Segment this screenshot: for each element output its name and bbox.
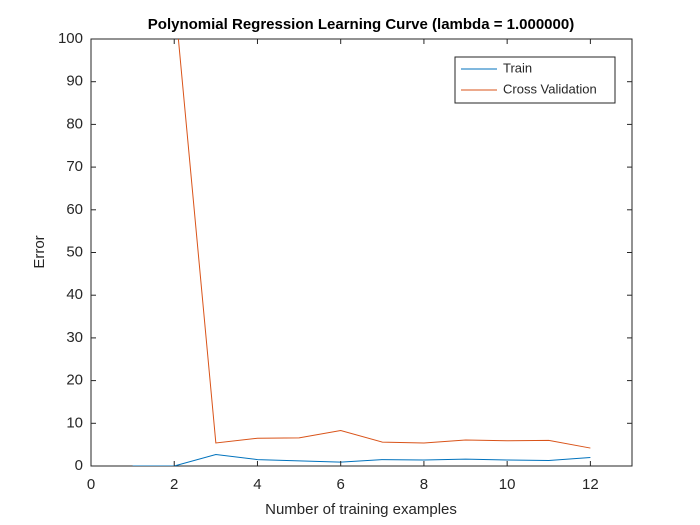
x-tick-label: 2 [170, 476, 178, 493]
x-tick-label: 10 [499, 476, 516, 493]
y-tick-label: 100 [58, 30, 83, 47]
y-tick-label: 20 [66, 372, 83, 389]
y-tick-label: 10 [66, 414, 83, 431]
plot-box [90, 38, 633, 467]
x-tick-label: 4 [253, 476, 261, 493]
x-tick-label: 8 [420, 476, 428, 493]
y-tick-label: 60 [66, 201, 83, 218]
x-tick-label: 12 [582, 476, 599, 493]
y-tick-label: 80 [66, 115, 83, 132]
plot-area [132, 39, 591, 466]
legend-box [454, 56, 616, 104]
y-tick-label: 30 [66, 329, 83, 346]
legend-label: Train [503, 60, 532, 75]
data-line [132, 453, 591, 466]
x-tick-label: 0 [87, 476, 95, 493]
y-tick-label: 0 [75, 457, 83, 474]
x-axis-label: Number of training examples [265, 501, 457, 518]
y-tick-label: 70 [66, 158, 83, 175]
chart-title: Polynomial Regression Learning Curve (la… [148, 16, 574, 33]
y-tick-label: 50 [66, 243, 83, 260]
y-axis-label: Error [31, 235, 48, 268]
x-tick-label: 6 [337, 476, 345, 493]
y-tick-label: 90 [66, 73, 83, 90]
data-line [177, 39, 591, 449]
y-tick-label: 40 [66, 286, 83, 303]
legend-label: Cross Validation [503, 81, 597, 96]
